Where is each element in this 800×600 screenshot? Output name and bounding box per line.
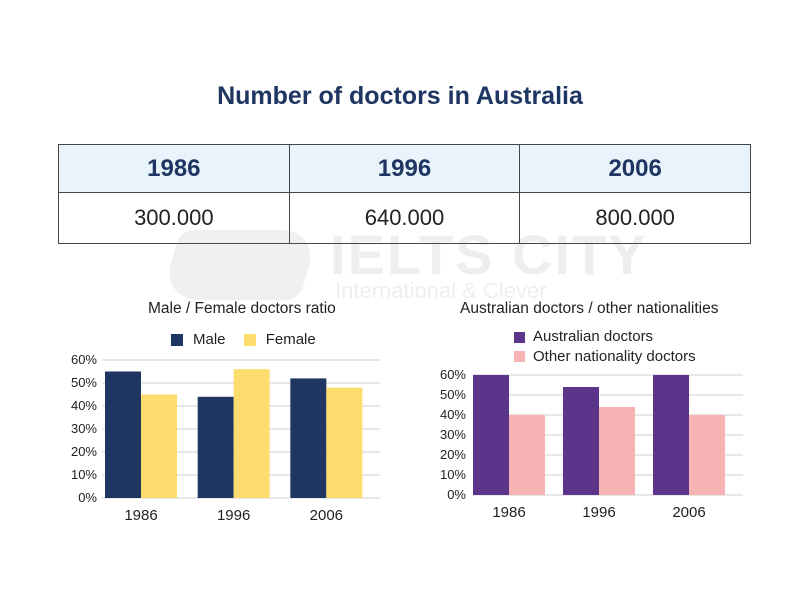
- table-cell: 300.000: [58, 192, 290, 244]
- x-tick-label: 1996: [582, 504, 615, 521]
- y-tick-label: 50%: [71, 375, 97, 390]
- bar-female: [326, 387, 363, 498]
- bar-male: [197, 396, 234, 498]
- legend-label-other: Other nationality doctors: [533, 347, 696, 365]
- bar-female: [233, 369, 270, 498]
- x-tick-label: 1986: [124, 507, 157, 524]
- x-tick-label: 1986: [492, 504, 525, 521]
- bar-australian-doctors: [653, 375, 689, 495]
- y-tick-label: 20%: [440, 447, 466, 462]
- y-tick-label: 20%: [71, 444, 97, 459]
- chart-title-gender: Male / Female doctors ratio: [148, 300, 336, 317]
- x-tick-label: 2006: [672, 504, 705, 521]
- y-tick-label: 60%: [440, 367, 466, 382]
- table-cell: 800.000: [519, 192, 751, 244]
- legend-swatch-australian: [514, 331, 525, 343]
- legend-item-male: Male: [171, 331, 226, 348]
- bar-other-nationality-doctors: [509, 415, 545, 495]
- chart-nationality: 0% 10% 20% 30% 40% 50% 60% 1986 1996 2006: [440, 367, 743, 521]
- y-tick-label: 50%: [440, 387, 466, 402]
- bar-female: [141, 394, 177, 498]
- x-tick-label: 2006: [310, 507, 343, 524]
- table-header-cell: 1996: [288, 144, 521, 193]
- doctors-table: 1986 1996 2006 300.000 640.000 800.000: [58, 144, 751, 244]
- x-tick-label: 1996: [217, 507, 250, 524]
- chart-title-nationality: Australian doctors / other nationalities: [460, 300, 719, 317]
- legend-label-australian: Australian doctors: [533, 328, 654, 345]
- y-tick-label: 0%: [78, 490, 97, 505]
- y-tick-label: 0%: [447, 487, 466, 502]
- table-header-cell: 2006: [519, 144, 751, 193]
- bar-male: [290, 378, 327, 498]
- table-row: 300.000 640.000 800.000: [58, 192, 751, 244]
- legend-swatch-male: [171, 333, 183, 346]
- bar-australian-doctors: [473, 375, 509, 495]
- y-tick-label: 60%: [71, 352, 97, 367]
- legend-swatch-other: [514, 351, 525, 362]
- y-tick-label: 40%: [440, 407, 466, 422]
- legend-swatch-female: [243, 333, 256, 346]
- y-tick-label: 40%: [71, 398, 97, 413]
- table-header-row: 1986 1996 2006: [58, 144, 751, 193]
- bar-australian-doctors: [563, 387, 599, 495]
- legend-item-female: Female: [243, 331, 316, 348]
- y-tick-label: 30%: [440, 427, 466, 442]
- y-tick-label: 10%: [440, 467, 466, 482]
- bar-other-nationality-doctors: [689, 415, 725, 495]
- y-tick-label: 30%: [71, 421, 97, 436]
- legend-gender: Male Female: [171, 331, 330, 350]
- bar-other-nationality-doctors: [599, 407, 635, 495]
- page-title: Number of doctors in Australia: [217, 82, 583, 110]
- legend-label-female: Female: [265, 331, 316, 348]
- chart-gender-ratio: 0% 10% 20% 30% 40% 50% 60% 1986 1996 2006: [71, 352, 380, 524]
- legend-label-male: Male: [193, 331, 226, 348]
- legend-item-other: Other nationality doctors: [514, 348, 696, 366]
- legend-nationality: Australian doctors Other nationality doc…: [514, 328, 800, 367]
- table-cell: 640.000: [288, 192, 521, 244]
- table-header-cell: 1986: [58, 144, 290, 193]
- legend-item-australian: Australian doctors: [514, 328, 653, 346]
- bar-male: [105, 371, 141, 498]
- y-tick-label: 10%: [71, 467, 97, 482]
